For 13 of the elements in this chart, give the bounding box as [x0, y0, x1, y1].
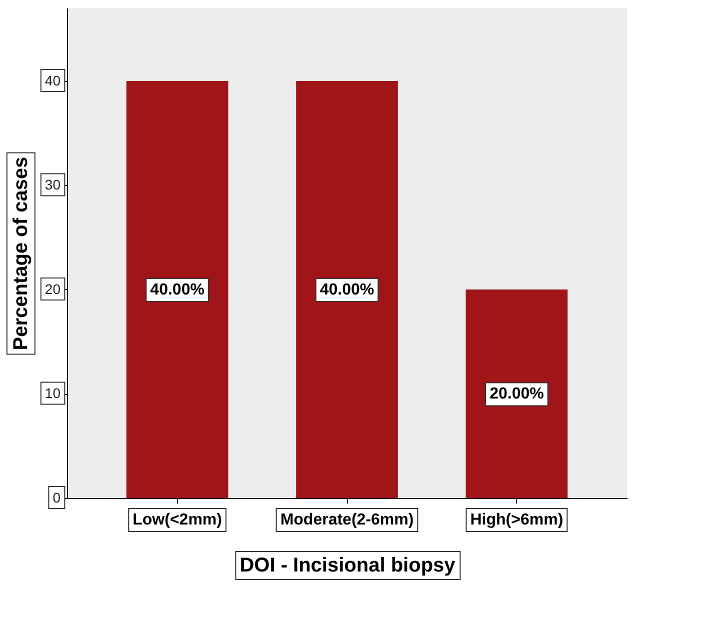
y-tick-label: 30 [44, 176, 61, 193]
x-axis-title: DOI - Incisional biopsy [240, 554, 456, 576]
data-label: 20.00% [490, 386, 544, 403]
data-label: 40.00% [150, 281, 204, 298]
data-label: 40.00% [320, 281, 374, 298]
y-tick-label: 10 [44, 385, 61, 402]
x-tick-label: Moderate(2-6mm) [280, 512, 414, 528]
y-axis-title: Percentage of cases [10, 156, 32, 350]
y-tick-label: 0 [52, 490, 61, 506]
y-tick-label: 40 [44, 72, 61, 88]
y-tick-label: 20 [44, 280, 61, 297]
x-tick-label: High(>6mm) [470, 512, 564, 528]
x-tick-label: Low(<2mm) [132, 512, 222, 528]
